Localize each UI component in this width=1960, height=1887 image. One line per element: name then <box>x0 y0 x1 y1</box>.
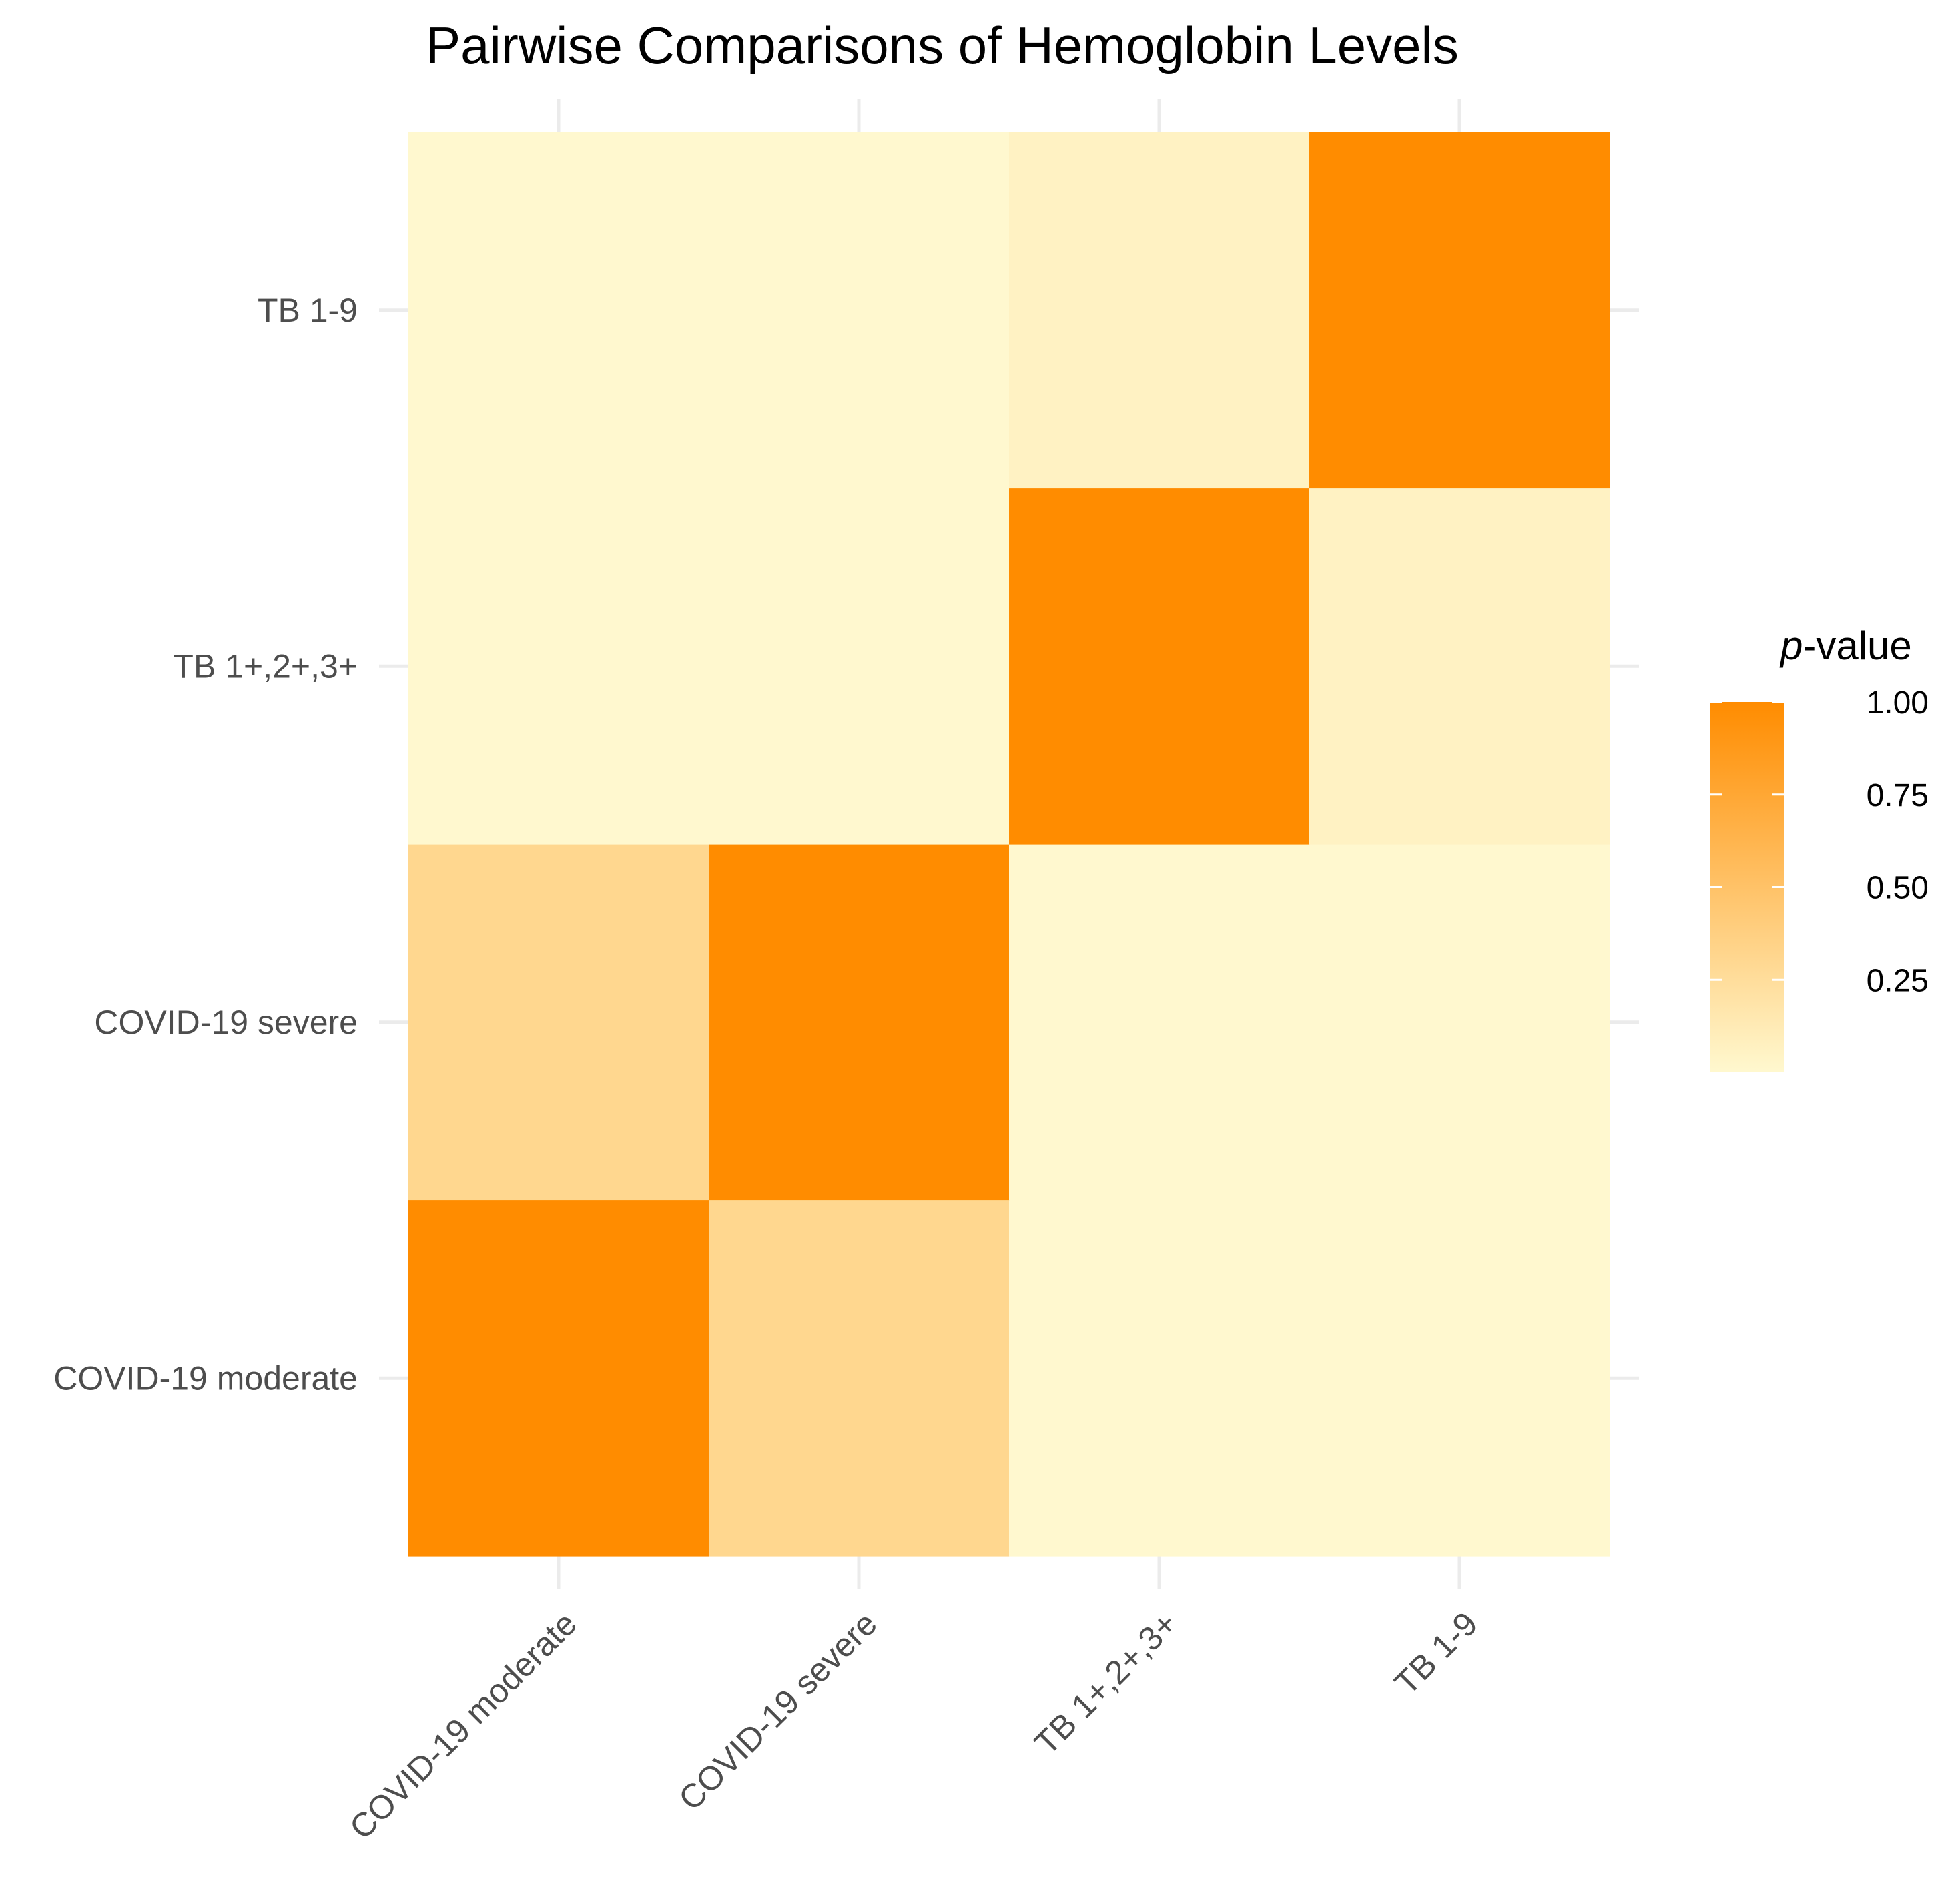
legend-ticks: 1.00 0.75 0.50 0.25 <box>1710 685 1929 998</box>
heatmap-cell-covid-19-moderate-vs-covid-19-severe <box>408 844 709 1201</box>
chart-title: Pairwise Comparisons of Hemoglobin Level… <box>426 16 1459 75</box>
y-tick-label-covid-19-moderate: COVID-19 moderate <box>53 1359 358 1397</box>
y-tick-label-tb-1-2-3: TB 1+,2+,3+ <box>173 647 358 685</box>
heatmap-cells <box>408 132 1610 1557</box>
y-axis: COVID-19 moderate COVID-19 severe TB 1+,2+… <box>53 292 358 1397</box>
heatmap-cell-tb-1-2-3-vs-covid-19-moderate <box>1009 1200 1310 1557</box>
heatmap-cell-covid-19-moderate-vs-tb-1-2-3 <box>408 488 709 845</box>
heatmap-cell-covid-19-moderate-vs-tb-1-9 <box>408 132 709 489</box>
heatmap-cell-tb-1-2-3-vs-tb-1-2-3 <box>1009 488 1310 845</box>
x-tick-label-tb-1-9: TB 1-9 <box>1387 1605 1485 1702</box>
legend-title: p-value <box>1779 623 1912 668</box>
heatmap-cell-covid-19-severe-vs-covid-19-moderate <box>709 1200 1010 1557</box>
y-tick-label-covid-19-severe: COVID-19 severe <box>94 1004 358 1041</box>
heatmap-cell-tb-1-9-vs-tb-1-9 <box>1309 132 1610 489</box>
x-tick-label-covid-19-moderate: COVID-19 moderate <box>342 1605 584 1846</box>
heatmap-cell-tb-1-2-3-vs-tb-1-9 <box>1009 132 1310 489</box>
heatmap-cell-covid-19-severe-vs-covid-19-severe <box>709 844 1010 1201</box>
legend-tick-label: 0.50 <box>1867 871 1929 906</box>
heatmap-cell-covid-19-severe-vs-tb-1-2-3 <box>709 488 1010 845</box>
legend-colorbar <box>1710 702 1784 1072</box>
heatmap-cell-tb-1-9-vs-tb-1-2-3 <box>1309 488 1610 845</box>
heatmap-cell-covid-19-moderate-vs-covid-19-moderate <box>408 1200 709 1557</box>
legend-title-italic: p <box>1779 623 1803 668</box>
legend-title-rest: -value <box>1803 623 1911 668</box>
legend-tick-label: 0.75 <box>1867 778 1929 813</box>
legend: p-value 1.00 0.75 0.50 0.25 <box>1710 623 1929 1072</box>
legend-tick-label: 1.00 <box>1867 685 1929 721</box>
legend-tick-label: 0.25 <box>1867 963 1929 998</box>
y-tick-label-tb-1-9: TB 1-9 <box>258 292 358 329</box>
x-axis: COVID-19 moderate COVID-19 severe TB 1+,2+… <box>342 1605 1485 1846</box>
x-tick-label-covid-19-severe: COVID-19 severe <box>671 1605 884 1818</box>
heatmap-cell-tb-1-2-3-vs-covid-19-severe <box>1009 844 1310 1201</box>
heatmap-cell-tb-1-9-vs-covid-19-severe <box>1309 844 1610 1201</box>
heatmap-cell-covid-19-severe-vs-tb-1-9 <box>709 132 1010 489</box>
heatmap-cell-tb-1-9-vs-covid-19-moderate <box>1309 1200 1610 1557</box>
x-tick-label-tb-1-2-3: TB 1+,2+,3+ <box>1028 1605 1185 1762</box>
